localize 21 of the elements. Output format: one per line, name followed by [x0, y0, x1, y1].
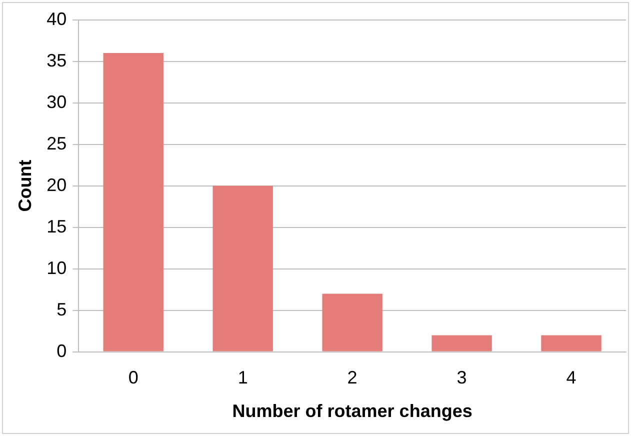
- bar: [541, 335, 602, 352]
- y-tick-label: 30: [46, 92, 67, 112]
- y-tick-label: 0: [56, 340, 67, 361]
- x-tick-label: 0: [128, 368, 138, 388]
- bar: [103, 53, 164, 352]
- y-tick-label: 25: [46, 133, 67, 154]
- y-tick-label: 10: [46, 258, 67, 278]
- y-tick-label: 20: [46, 174, 67, 195]
- bar: [432, 335, 492, 352]
- x-axis-title: Number of rotamer changes: [232, 401, 472, 422]
- x-tick-label: 2: [347, 368, 358, 388]
- x-tick-label: 1: [238, 368, 248, 388]
- x-tick-label: 3: [456, 368, 467, 388]
- bar: [212, 186, 273, 352]
- x-tick-label: 4: [566, 368, 576, 388]
- y-axis-title: Count: [14, 160, 35, 212]
- y-tick-label: 5: [56, 299, 67, 320]
- y-tick-label: 15: [46, 216, 67, 236]
- bar: [322, 294, 382, 352]
- y-tick-label: 40: [46, 8, 67, 29]
- y-tick-label: 35: [46, 50, 67, 70]
